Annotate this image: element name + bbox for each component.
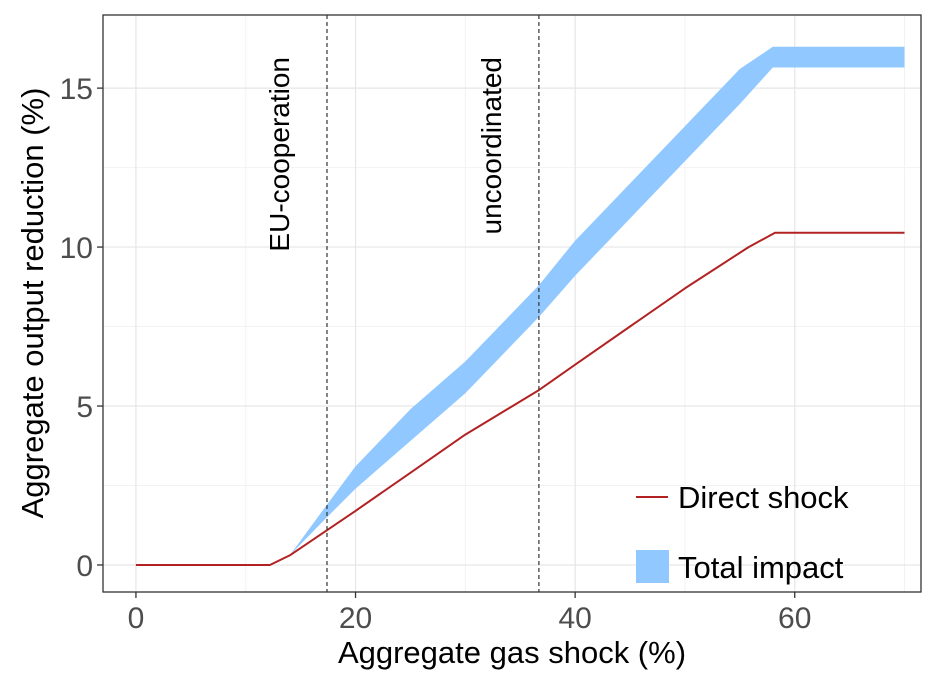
vline-label-0: EU-cooperation <box>264 57 295 252</box>
legend-label-total-impact: Total impact <box>678 550 844 585</box>
y-tick-label: 15 <box>60 73 93 106</box>
x-tick-label: 40 <box>558 602 591 635</box>
y-tick-label: 0 <box>76 550 93 583</box>
legend: Direct shock Total impact <box>636 480 849 585</box>
x-tick-label: 20 <box>339 602 372 635</box>
x-axis-title: Aggregate gas shock (%) <box>338 635 686 670</box>
vline-label-1: uncoordinated <box>476 57 507 234</box>
legend-label-direct-shock: Direct shock <box>678 480 849 515</box>
plot-panel <box>103 15 921 592</box>
grid-lines <box>103 15 921 592</box>
axis-ticks: 0 20 40 60 0 5 10 15 <box>60 73 812 635</box>
vline-layer: EU-cooperation uncoordinated <box>264 15 540 592</box>
x-tick-label: 0 <box>128 602 145 635</box>
y-tick-label: 10 <box>60 232 93 265</box>
y-axis-title: Aggregate output reduction (%) <box>15 88 50 519</box>
x-tick-label: 60 <box>778 602 811 635</box>
line-layer <box>135 231 905 566</box>
legend-key-total-impact <box>636 550 669 583</box>
direct-shock-line <box>135 231 905 566</box>
plot-border <box>102 14 922 593</box>
y-tick-label: 5 <box>76 391 93 424</box>
